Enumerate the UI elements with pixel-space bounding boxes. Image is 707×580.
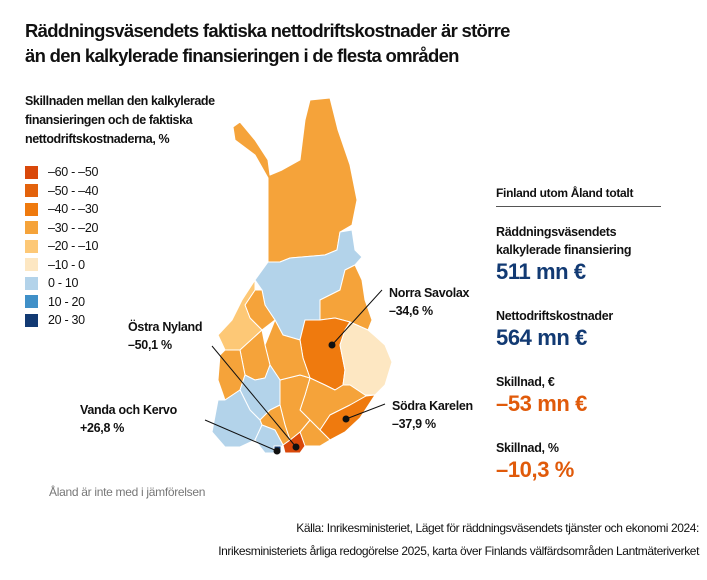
callout-name: Norra Savolax [389,286,470,300]
legend-item: –10 - 0 [25,256,98,275]
leader-ostra-nyland [211,345,297,448]
legend-swatch [25,313,38,327]
legend-title-line: nettodriftskostnaderna, % [25,132,170,146]
legend-item: 20 - 30 [25,311,98,330]
legend-swatch [25,221,38,235]
callout-norra-savolax: Norra Savolax –34,6 % [389,284,469,320]
legend-swatch [25,202,38,216]
callout-vanda-kervo: Vanda och Kervo +26,8 % [80,401,177,437]
legend-swatch [25,295,38,309]
stat-value-diff-pct: –10,3 % [496,457,574,482]
stat-label: Räddningsväsendets kalkylerade finansieri… [496,223,661,259]
legend-title-line: finansieringen och de faktiska [25,113,193,127]
callout-value: –34,6 % [389,304,433,318]
callout-value: –50,1 % [128,338,172,352]
legend-item: 10 - 20 [25,293,98,312]
panel-heading: Finland utom Åland totalt [496,186,661,207]
legend-swatch [25,276,38,290]
legend-label: –30 - –20 [48,220,99,235]
totals-panel: Finland utom Åland totalt Räddningsväsen… [496,186,661,483]
callout-dot [328,341,336,349]
callout-sodra-karelen: Södra Karelen –37,9 % [392,397,473,433]
legend-swatch [25,239,38,253]
region-mellersta-finland [264,319,311,381]
stat-value-diff-eur: –53 mn € [496,391,587,416]
legend-item: –60 - –50 [25,163,98,182]
callout-value: –37,9 % [392,417,436,431]
title-line: Räddningsväsendets faktiska nettodriftsk… [25,20,510,41]
leader-vanda-kervo [204,419,278,452]
callout-name: Vanda och Kervo [80,403,177,417]
region-lapland [232,97,358,263]
stat-label-line: kalkylerade finansiering [496,243,632,257]
legend-label: –60 - –50 [48,165,99,180]
stat-value-financing: 511 mn € [496,259,586,284]
region-norra-karelen [339,321,393,396]
title-line: än den kalkylerade finansieringen i de f… [25,45,459,66]
legend-label: –10 - 0 [48,257,85,272]
legend-title-line: Skillnaden mellan den kalkylerade [25,94,215,108]
legend-swatch [25,258,38,272]
legend-item: –30 - –20 [25,219,98,238]
callout-dot [292,443,300,451]
source-line: Inrikesministeriets årliga redogörelse 2… [218,544,699,558]
legend-item: –20 - –10 [25,237,98,256]
callout-ostra-nyland: Östra Nyland –50,1 % [128,318,203,354]
legend-swatch [25,165,38,179]
callout-value: +26,8 % [80,421,125,435]
footnote: Åland är inte med i jämförelsen [49,485,206,499]
stat-label-line: Räddningsväsendets [496,225,617,239]
legend: –60 - –50 –50 - –40 –40 - –30 –30 - –20 –20 … [25,163,98,330]
legend-swatch [25,184,38,198]
callout-name: Södra Karelen [392,399,473,413]
legend-title: Skillnaden mellan den kalkylerade finans… [25,92,245,149]
legend-item: –40 - –30 [25,200,98,219]
legend-label: 0 - 10 [48,276,79,291]
callout-name: Östra Nyland [128,320,203,334]
leader-norra-savolax [331,289,383,346]
legend-item: –50 - –40 [25,182,98,201]
title: Räddningsväsendets faktiska nettodriftsk… [25,18,705,68]
stat-label: Skillnad, € [496,375,555,389]
callout-dot [273,447,281,455]
stat-label: Nettodriftskostnader [496,309,613,323]
legend-label: 10 - 20 [48,294,85,309]
leader-sodra-karelen [345,403,386,420]
source: Källa: Inrikesministeriet, Läget för räd… [218,517,699,563]
legend-label: –40 - –30 [48,202,99,217]
stat-label: Skillnad, % [496,441,559,455]
legend-label: –50 - –40 [48,183,99,198]
legend-label: –20 - –10 [48,239,99,254]
source-line: Källa: Inrikesministeriet, Läget för räd… [296,521,699,535]
legend-item: 0 - 10 [25,274,98,293]
callout-dot [342,415,350,423]
legend-label: 20 - 30 [48,313,85,328]
stat-value-costs: 564 mn € [496,325,587,350]
